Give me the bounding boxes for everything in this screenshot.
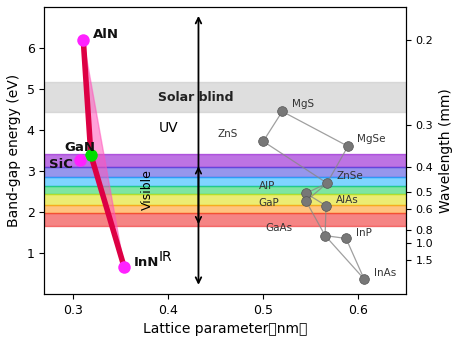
Text: InAs: InAs [373, 268, 395, 278]
Bar [44, 213, 405, 226]
Y-axis label: Band-gap energy (eV): Band-gap energy (eV) [7, 74, 21, 227]
Bar [44, 167, 405, 177]
Bar [44, 205, 405, 213]
Bar [44, 82, 405, 112]
Text: Visible: Visible [140, 169, 153, 210]
Text: GaAs: GaAs [264, 223, 291, 233]
Y-axis label: Wavelength (mm): Wavelength (mm) [438, 88, 452, 213]
Text: GaP: GaP [258, 198, 279, 208]
Text: ZnSe: ZnSe [336, 171, 363, 181]
Text: GaN: GaN [64, 141, 95, 154]
Text: UV: UV [158, 121, 178, 135]
Text: AlP: AlP [258, 181, 274, 191]
Text: InP: InP [355, 228, 370, 238]
Bar [44, 186, 405, 194]
Bar [44, 154, 405, 167]
Text: MgSe: MgSe [357, 134, 385, 144]
Bar [44, 177, 405, 186]
X-axis label: Lattice parameter（nm）: Lattice parameter（nm） [143, 322, 307, 336]
Text: AlN: AlN [93, 28, 118, 41]
Text: IR: IR [158, 250, 172, 264]
Bar [44, 194, 405, 205]
Text: ZnS: ZnS [217, 129, 237, 139]
Text: MgS: MgS [291, 99, 313, 109]
Polygon shape [83, 40, 124, 267]
Text: Solar blind: Solar blind [158, 91, 234, 104]
Text: AlAs: AlAs [335, 195, 358, 205]
Text: SiC: SiC [49, 158, 73, 172]
Text: InN: InN [134, 256, 159, 269]
